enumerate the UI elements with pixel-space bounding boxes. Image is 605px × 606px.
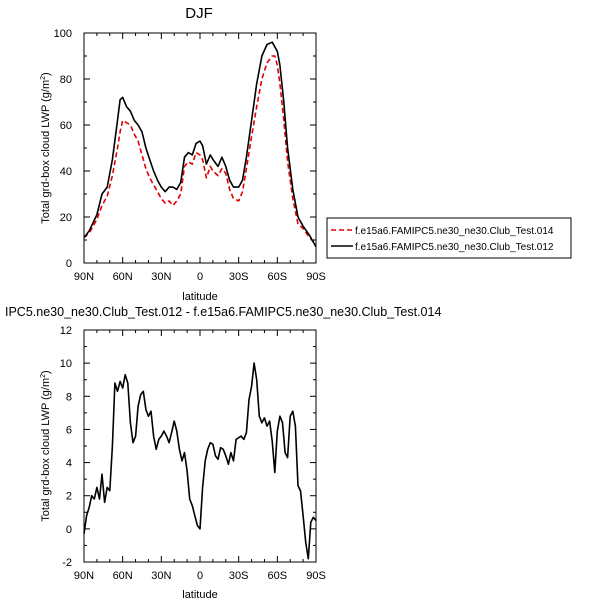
- chart-top-y-axis-label-sup: 2: [40, 76, 47, 80]
- chart-bottom-y-tick-label: 4: [66, 458, 72, 470]
- chart-top-series-2-line: [83, 41, 317, 248]
- chart-top-x-tick-label: 60S: [268, 271, 288, 283]
- legend-label-series-2: f.e15a6.FAMIPC5.ne30_ne30.Club_Test.012: [355, 242, 554, 253]
- chart-bottom-y-axis-label: Total grd-box cloud LWP (g/m2): [40, 370, 52, 521]
- chart-bottom-x-tick-label: 60N: [113, 570, 133, 582]
- chart-bottom-y-tick-label: 10: [60, 358, 72, 370]
- chart-bottom-y-tick-label: 2: [66, 491, 72, 503]
- chart-bottom-y-tick-label: 12: [60, 325, 72, 337]
- legend-label-series-1: f.e15a6.FAMIPC5.ne30_ne30.Club_Test.014: [355, 226, 554, 237]
- chart-top-x-axis-label: latitude: [182, 291, 217, 303]
- chart-top-y-axis-label: Total grd-box cloud LWP (g/m2): [40, 72, 52, 223]
- chart-top-y-tick-label: 0: [66, 258, 72, 270]
- chart-top-marks: [83, 41, 317, 248]
- chart-top-y-tick-label: 40: [60, 166, 72, 178]
- chart-bottom-y-tick-label: -2: [62, 557, 72, 569]
- chart-top-x-tick-label: 30S: [229, 271, 249, 283]
- chart-top-x-tick-label: 90N: [74, 271, 94, 283]
- chart-bottom-title: IPC5.ne30_ne30.Club_Test.012 - f.e15a6.F…: [5, 305, 441, 319]
- chart-bottom-axes: 90N 60N 30N 0 30S 60S 90S -2 0 2 4 6 8 10 12: [60, 325, 326, 582]
- chart-top-x-tick-label: 90S: [306, 271, 326, 283]
- chart-bottom-x-tick-label: 60S: [268, 570, 288, 582]
- chart-top-x-tick-label: 60N: [113, 271, 133, 283]
- chart-bottom-series-1-line: [83, 362, 317, 560]
- chart-bottom-x-tick-label: 30N: [151, 570, 171, 582]
- chart-bottom-y-tick-label: 6: [66, 424, 72, 436]
- chart-bottom-x-tick-label: 90S: [306, 570, 326, 582]
- chart-top-y-tick-label: 60: [60, 120, 72, 132]
- chart-bottom-marks: [83, 362, 317, 560]
- chart-top-y-tick-label: 100: [54, 28, 72, 40]
- chart-bottom-x-tick-label: 0: [197, 570, 203, 582]
- chart-top-y-tick-label: 20: [60, 212, 72, 224]
- chart-top-plot-frame: [83, 32, 317, 264]
- chart-bottom-y-tick-label: 0: [66, 524, 72, 536]
- chart-bottom-x-tick-label: 90N: [74, 570, 94, 582]
- chart-top-title: DJF: [185, 5, 213, 22]
- chart-bottom-x-tick-label: 30S: [229, 570, 249, 582]
- chart-top: DJF 90N 60N 30N 0 30S 60S 90S 0 20 40 60 80 100 lati…: [40, 5, 572, 303]
- chart-bottom-x-axis-label: latitude: [182, 589, 217, 601]
- chart-top-axes: 90N 60N 30N 0 30S 60S 90S 0 20 40 60 80 100: [54, 28, 326, 283]
- chart-top-series-1-line: [83, 55, 317, 246]
- legend: f.e15a6.FAMIPC5.ne30_ne30.Club_Test.014 …: [326, 217, 572, 259]
- chart-bottom-y-tick-label: 8: [66, 391, 72, 403]
- chart-bottom: IPC5.ne30_ne30.Club_Test.012 - f.e15a6.F…: [5, 305, 441, 601]
- chart-top-x-tick-label: 30N: [151, 271, 171, 283]
- chart-bottom-y-axis-label-sup: 2: [40, 374, 47, 378]
- chart-top-x-tick-label: 0: [197, 271, 203, 283]
- chart-top-y-tick-label: 80: [60, 74, 72, 86]
- legend-box: [326, 217, 572, 259]
